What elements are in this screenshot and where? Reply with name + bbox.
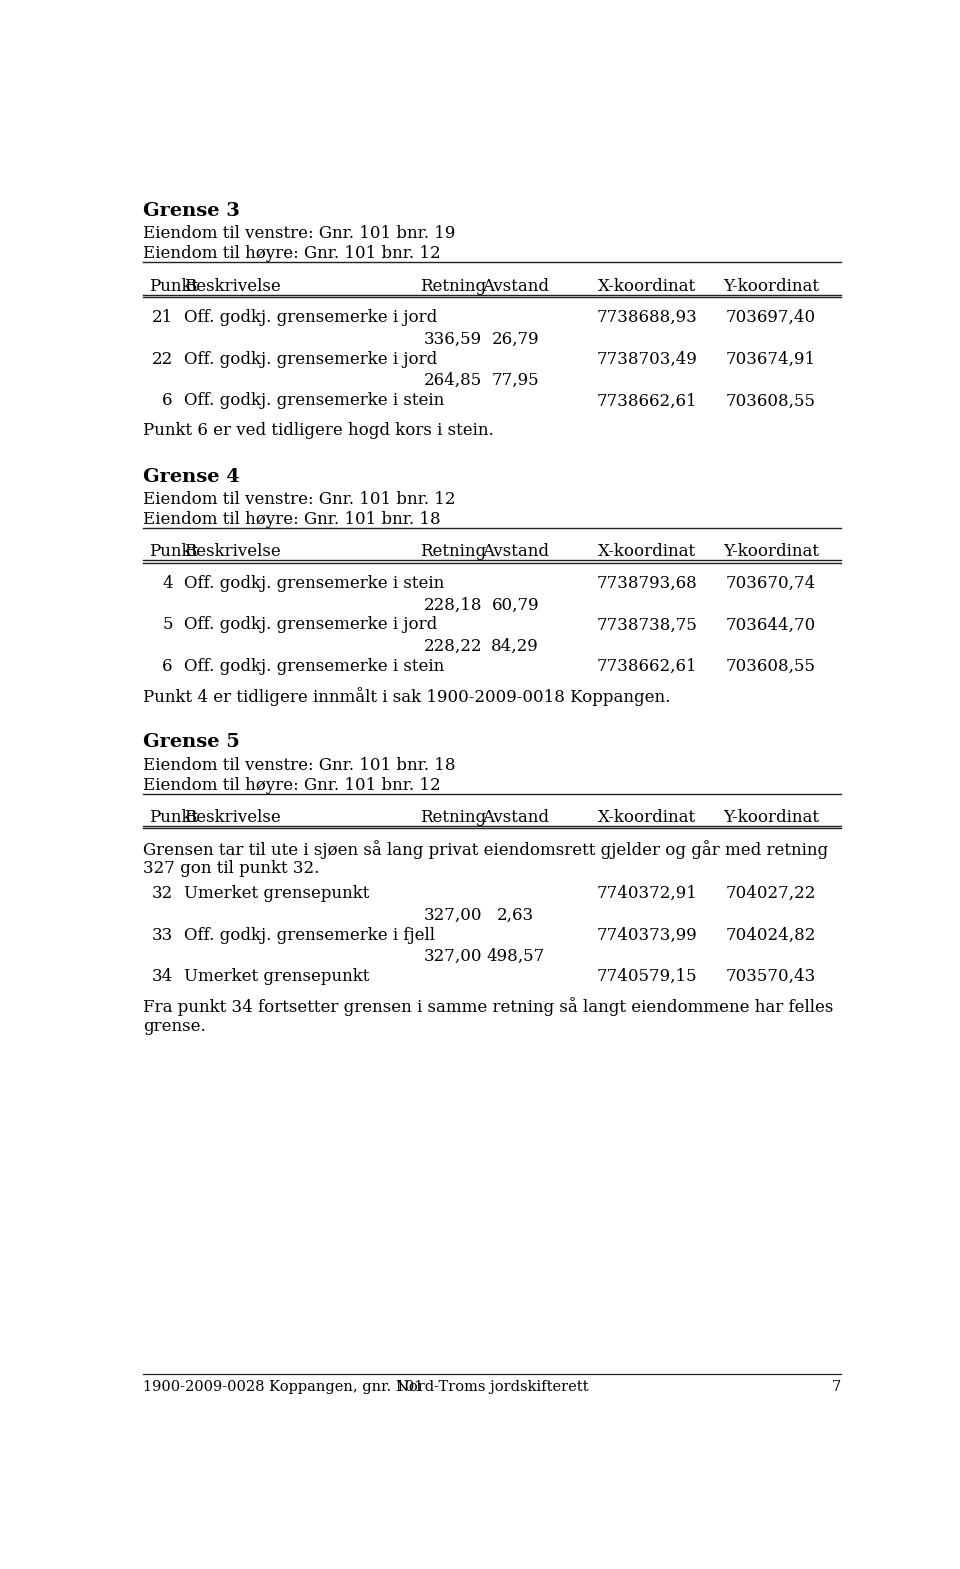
Text: 7: 7 bbox=[831, 1381, 841, 1395]
Text: Eiendom til høyre: Gnr. 101 bnr. 12: Eiendom til høyre: Gnr. 101 bnr. 12 bbox=[143, 777, 441, 794]
Text: Eiendom til høyre: Gnr. 101 bnr. 12: Eiendom til høyre: Gnr. 101 bnr. 12 bbox=[143, 245, 441, 262]
Text: Avstand: Avstand bbox=[482, 810, 549, 825]
Text: Grense 3: Grense 3 bbox=[143, 202, 240, 220]
Text: 7738662,61: 7738662,61 bbox=[597, 392, 697, 410]
Text: X-koordinat: X-koordinat bbox=[598, 543, 696, 560]
Text: 32: 32 bbox=[152, 885, 173, 902]
Text: Fra punkt 34 fortsetter grensen i samme retning så langt eiendommene har felles: Fra punkt 34 fortsetter grensen i samme … bbox=[143, 998, 833, 1017]
Text: X-koordinat: X-koordinat bbox=[598, 278, 696, 295]
Text: 77,95: 77,95 bbox=[492, 372, 540, 389]
Text: Grense 4: Grense 4 bbox=[143, 468, 240, 486]
Text: 7740373,99: 7740373,99 bbox=[596, 927, 697, 943]
Text: Punkt 6 er ved tidligere hogd kors i stein.: Punkt 6 er ved tidligere hogd kors i ste… bbox=[143, 422, 494, 439]
Text: Y-koordinat: Y-koordinat bbox=[723, 543, 819, 560]
Text: 2,63: 2,63 bbox=[496, 907, 534, 924]
Text: Umerket grensepunkt: Umerket grensepunkt bbox=[183, 885, 369, 902]
Text: Grensen tar til ute i sjøen så lang privat eiendomsrett gjelder og går med retni: Grensen tar til ute i sjøen så lang priv… bbox=[143, 841, 828, 860]
Text: 4: 4 bbox=[162, 574, 173, 592]
Text: 704024,82: 704024,82 bbox=[726, 927, 816, 943]
Text: Off. godkj. grensemerke i stein: Off. godkj. grensemerke i stein bbox=[183, 392, 444, 410]
Text: Beskrivelse: Beskrivelse bbox=[183, 543, 280, 560]
Text: Nord-Troms jordskifterett: Nord-Troms jordskifterett bbox=[396, 1381, 588, 1395]
Text: Beskrivelse: Beskrivelse bbox=[183, 278, 280, 295]
Text: Grense 5: Grense 5 bbox=[143, 733, 240, 752]
Text: Off. godkj. grensemerke i jord: Off. godkj. grensemerke i jord bbox=[183, 309, 437, 326]
Text: 336,59: 336,59 bbox=[424, 331, 482, 348]
Text: 327,00: 327,00 bbox=[424, 907, 483, 924]
Text: 498,57: 498,57 bbox=[486, 948, 544, 965]
Text: 703670,74: 703670,74 bbox=[726, 574, 816, 592]
Text: 7738662,61: 7738662,61 bbox=[597, 657, 697, 675]
Text: 6: 6 bbox=[162, 657, 173, 675]
Text: Off. godkj. grensemerke i jord: Off. godkj. grensemerke i jord bbox=[183, 617, 437, 634]
Text: grense.: grense. bbox=[143, 1018, 206, 1034]
Text: 703608,55: 703608,55 bbox=[726, 657, 816, 675]
Text: 7740372,91: 7740372,91 bbox=[596, 885, 697, 902]
Text: 327 gon til punkt 32.: 327 gon til punkt 32. bbox=[143, 860, 320, 877]
Text: 703644,70: 703644,70 bbox=[726, 617, 816, 634]
Text: 704027,22: 704027,22 bbox=[726, 885, 816, 902]
Text: 703570,43: 703570,43 bbox=[726, 968, 816, 985]
Text: Y-koordinat: Y-koordinat bbox=[723, 810, 819, 825]
Text: Retning: Retning bbox=[420, 810, 487, 825]
Text: 7738793,68: 7738793,68 bbox=[596, 574, 697, 592]
Text: Avstand: Avstand bbox=[482, 278, 549, 295]
Text: 703674,91: 703674,91 bbox=[726, 351, 816, 367]
Text: 327,00: 327,00 bbox=[424, 948, 483, 965]
Text: 703608,55: 703608,55 bbox=[726, 392, 816, 410]
Text: X-koordinat: X-koordinat bbox=[598, 810, 696, 825]
Text: 5: 5 bbox=[162, 617, 173, 634]
Text: 7738703,49: 7738703,49 bbox=[596, 351, 697, 367]
Text: 22: 22 bbox=[152, 351, 173, 367]
Text: Eiendom til venstre: Gnr. 101 bnr. 19: Eiendom til venstre: Gnr. 101 bnr. 19 bbox=[143, 226, 456, 242]
Text: Y-koordinat: Y-koordinat bbox=[723, 278, 819, 295]
Text: 264,85: 264,85 bbox=[424, 372, 482, 389]
Text: 7738738,75: 7738738,75 bbox=[596, 617, 697, 634]
Text: Retning: Retning bbox=[420, 278, 487, 295]
Text: Off. godkj. grensemerke i stein: Off. godkj. grensemerke i stein bbox=[183, 574, 444, 592]
Text: 60,79: 60,79 bbox=[492, 596, 540, 613]
Text: 7740579,15: 7740579,15 bbox=[597, 968, 697, 985]
Text: Retning: Retning bbox=[420, 543, 487, 560]
Text: Punkt: Punkt bbox=[150, 278, 199, 295]
Text: Off. godkj. grensemerke i jord: Off. godkj. grensemerke i jord bbox=[183, 351, 437, 367]
Text: 7738688,93: 7738688,93 bbox=[596, 309, 697, 326]
Text: 703697,40: 703697,40 bbox=[726, 309, 816, 326]
Text: 6: 6 bbox=[162, 392, 173, 410]
Text: 1900-2009-0028 Koppangen, gnr. 101: 1900-2009-0028 Koppangen, gnr. 101 bbox=[143, 1381, 423, 1395]
Text: Beskrivelse: Beskrivelse bbox=[183, 810, 280, 825]
Text: Punkt 4 er tidligere innmålt i sak 1900-2009-0018 Koppangen.: Punkt 4 er tidligere innmålt i sak 1900-… bbox=[143, 687, 671, 706]
Text: 26,79: 26,79 bbox=[492, 331, 540, 348]
Text: 34: 34 bbox=[152, 968, 173, 985]
Text: Punkt: Punkt bbox=[150, 543, 199, 560]
Text: 84,29: 84,29 bbox=[492, 639, 540, 654]
Text: Off. godkj. grensemerke i stein: Off. godkj. grensemerke i stein bbox=[183, 657, 444, 675]
Text: Eiendom til høyre: Gnr. 101 bnr. 18: Eiendom til høyre: Gnr. 101 bnr. 18 bbox=[143, 511, 441, 527]
Text: 21: 21 bbox=[152, 309, 173, 326]
Text: 228,22: 228,22 bbox=[424, 639, 483, 654]
Text: Eiendom til venstre: Gnr. 101 bnr. 18: Eiendom til venstre: Gnr. 101 bnr. 18 bbox=[143, 756, 456, 774]
Text: Avstand: Avstand bbox=[482, 543, 549, 560]
Text: Off. godkj. grensemerke i fjell: Off. godkj. grensemerke i fjell bbox=[183, 927, 435, 943]
Text: Umerket grensepunkt: Umerket grensepunkt bbox=[183, 968, 369, 985]
Text: 228,18: 228,18 bbox=[424, 596, 483, 613]
Text: 33: 33 bbox=[152, 927, 173, 943]
Text: Eiendom til venstre: Gnr. 101 bnr. 12: Eiendom til venstre: Gnr. 101 bnr. 12 bbox=[143, 491, 456, 508]
Text: Punkt: Punkt bbox=[150, 810, 199, 825]
